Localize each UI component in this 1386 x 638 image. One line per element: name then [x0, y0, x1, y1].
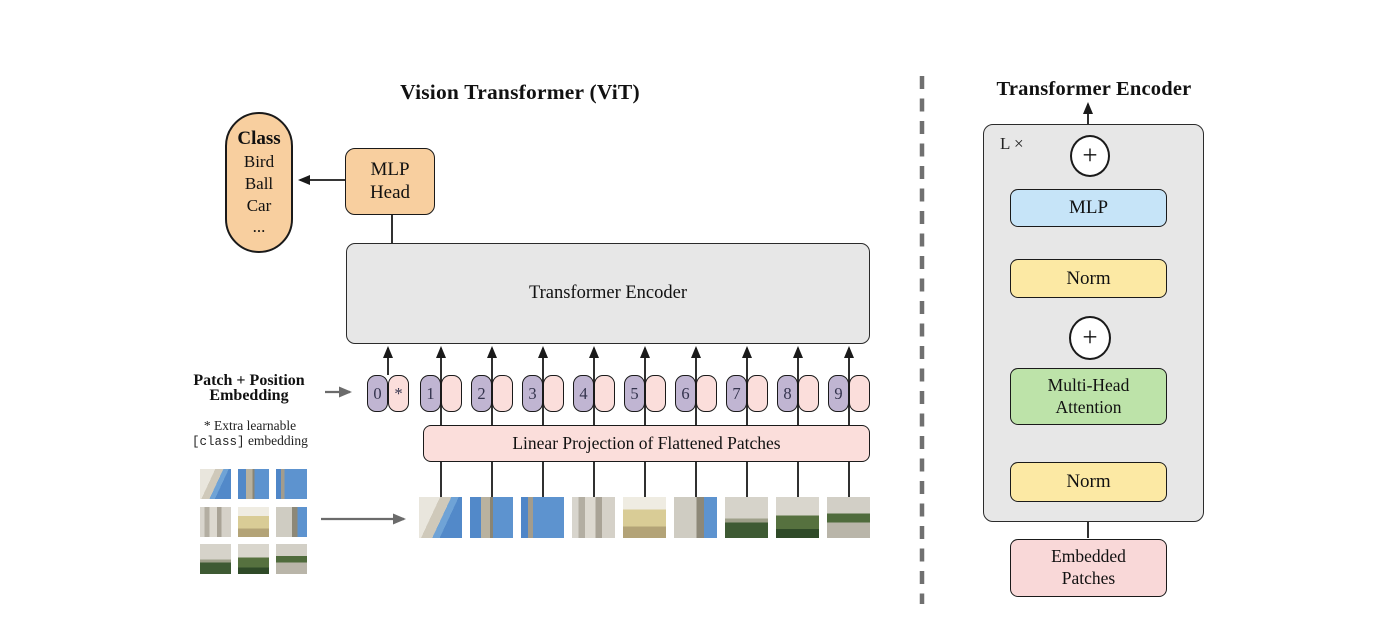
image-patch	[470, 497, 513, 538]
class-token-code: [class]	[192, 435, 245, 449]
image-grid-cell	[276, 507, 307, 537]
class-item: Car	[246, 195, 272, 215]
patch-embedding-pill	[645, 375, 666, 412]
token-number: 4	[573, 375, 594, 412]
token-number: 2	[471, 375, 492, 412]
multi-head-attention-block: Multi-Head Attention	[1010, 368, 1167, 425]
transformer-encoder-box: Transformer Encoder	[346, 243, 870, 344]
mlp-block: MLP	[1010, 189, 1167, 227]
patch-position-embedding-label: Patch + Position Embedding	[193, 372, 305, 404]
patch-embedding-pill	[849, 375, 870, 412]
image-patch	[674, 497, 717, 538]
class-embedding-footnote: * Extra learnable [class] embedding	[192, 418, 308, 449]
image-grid-cell	[276, 544, 307, 574]
norm-block-top: Norm	[1010, 259, 1167, 298]
image-grid-cell	[276, 469, 307, 499]
image-patch	[521, 497, 564, 538]
image-patch	[572, 497, 615, 538]
token-number: 0	[367, 375, 388, 412]
token-number: 7	[726, 375, 747, 412]
class-item: Bird	[243, 152, 275, 172]
token-number: 1	[420, 375, 441, 412]
image-grid-cell	[238, 507, 269, 537]
residual-add-circle-top: +	[1070, 135, 1110, 177]
patch-embedding-pill	[441, 375, 462, 412]
token-0: 0 *	[367, 375, 409, 412]
image-patch	[623, 497, 666, 538]
class-item: ...	[252, 217, 266, 237]
class-output-pill: Class Bird Ball Car ...	[225, 112, 293, 253]
image-grid-cell	[200, 469, 231, 499]
patch-embedding-pill	[747, 375, 768, 412]
image-patch	[776, 497, 819, 538]
embedded-patches-block: Embedded Patches	[1010, 539, 1167, 597]
token-7: 7	[726, 375, 768, 412]
token-2: 2	[471, 375, 513, 412]
linear-projection-label: Linear Projection of Flattened Patches	[512, 433, 781, 453]
linear-projection-box: Linear Projection of Flattened Patches	[423, 425, 870, 462]
norm-block-bottom: Norm	[1010, 462, 1167, 502]
class-token-star: *	[388, 375, 409, 412]
patch-embedding-pill	[543, 375, 564, 412]
token-9: 9	[828, 375, 870, 412]
image-grid-cell	[238, 469, 269, 499]
image-grid-cell	[200, 544, 231, 574]
token-number: 3	[522, 375, 543, 412]
mlp-head-line1: MLP	[370, 158, 410, 180]
plus-icon: +	[1082, 139, 1098, 170]
layers-count-label: L ×	[1000, 134, 1024, 153]
token-3: 3	[522, 375, 564, 412]
class-item: Ball	[244, 173, 274, 193]
token-number: 6	[675, 375, 696, 412]
transformer-encoder-label: Transformer Encoder	[528, 283, 688, 303]
token-8: 8	[777, 375, 819, 412]
plus-icon: +	[1082, 321, 1098, 352]
patch-embedding-pill	[696, 375, 717, 412]
left-panel-title: Vision Transformer (ViT)	[400, 80, 640, 104]
mlp-head-to-class-arrow	[298, 175, 393, 243]
token-1: 1	[420, 375, 462, 412]
image-grid-cell	[200, 507, 231, 537]
patch-to-projection-lines	[440, 462, 850, 497]
patch-embedding-pill	[798, 375, 819, 412]
mlp-head-box: MLP Head	[345, 148, 435, 215]
residual-add-circle-bottom: +	[1069, 316, 1111, 360]
token-5: 5	[624, 375, 666, 412]
token-number: 8	[777, 375, 798, 412]
image-patch	[725, 497, 768, 538]
token-number: 5	[624, 375, 645, 412]
patch-embedding-pill	[594, 375, 615, 412]
image-patch	[419, 497, 462, 538]
patch-embedding-pill	[492, 375, 513, 412]
mlp-head-line2: Head	[369, 181, 411, 203]
token-number: 9	[828, 375, 849, 412]
right-panel-title: Transformer Encoder	[996, 78, 1192, 100]
token-6: 6	[675, 375, 717, 412]
class-header: Class	[237, 127, 281, 149]
token-4: 4	[573, 375, 615, 412]
image-grid-cell	[238, 544, 269, 574]
image-patch	[827, 497, 870, 538]
